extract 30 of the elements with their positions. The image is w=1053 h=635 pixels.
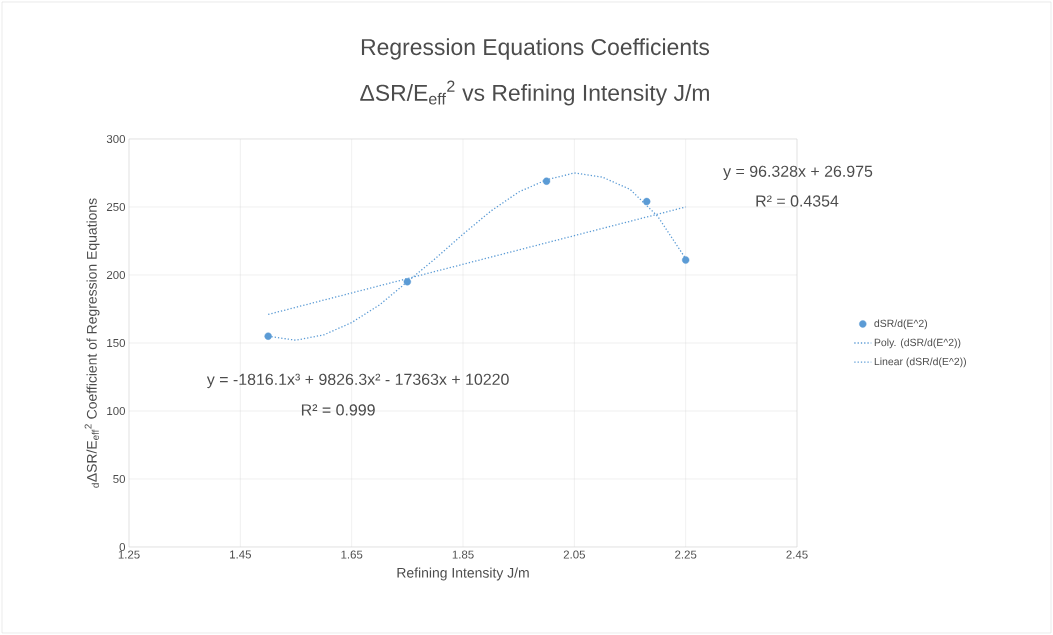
chart-subtitle: ΔSR/E$_{eff}$$^{2}$ vs Refining Intensity J/m <box>360 80 709 106</box>
annotation: y = 96.328x + 26.975 <box>723 165 873 181</box>
x-tick-label: 1.65 <box>341 550 363 559</box>
point <box>264 332 272 340</box>
x-tick-label: 2.45 <box>786 550 808 559</box>
legend-label: dSR/d(E^2) <box>874 319 928 330</box>
x-axis-title: Refining Intensity J/m <box>397 567 529 581</box>
chart-title: Regression Equations Coefficients <box>361 38 710 60</box>
point <box>681 256 690 264</box>
legend-label: Poly. (dSR/d(E^2)) <box>874 338 961 349</box>
y-tick-label: 100 <box>107 406 126 416</box>
x-tick-label: 1.25 <box>118 550 140 559</box>
x-tick-label: 2.25 <box>675 550 697 559</box>
annotation: R² = 0.999 <box>301 404 375 416</box>
x-tick-label: 1.45 <box>230 550 252 559</box>
annotation: y = -1816.1x³ + 9826.3x² - 17363x + 10220 <box>206 373 509 389</box>
y-tick-label: 250 <box>106 202 126 212</box>
y-axis-title: $_{d}$ΔSR/E$_{eff}$$^{2}$ Coefficient of Regression Equations <box>84 198 100 488</box>
point <box>403 278 412 286</box>
y-tick-label: 200 <box>106 270 126 280</box>
y-tick-label: 0 <box>119 542 126 552</box>
y-tick-label: 300 <box>106 134 126 144</box>
point <box>542 177 551 185</box>
annotation: R² = 0.4354 <box>756 195 839 207</box>
y-tick-label: 50 <box>113 474 126 484</box>
point <box>643 197 651 206</box>
x-tick-label: 2.05 <box>563 550 586 559</box>
legend-label: Linear (dSR/d(E^2)) <box>874 357 966 368</box>
x-tick-label: 1.85 <box>452 550 474 559</box>
y-tick-label: 150 <box>107 338 126 348</box>
